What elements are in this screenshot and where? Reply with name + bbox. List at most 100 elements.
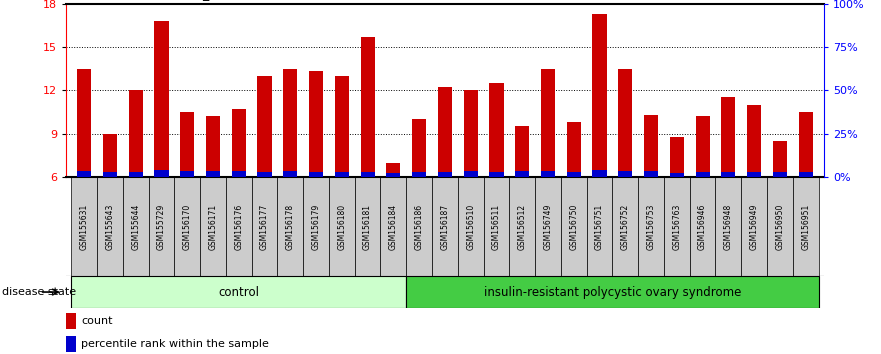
Bar (355, 177, 381, 276)
Bar (206, 171, 220, 177)
Bar (77, 69, 92, 177)
Bar (122, 177, 149, 276)
Bar (747, 105, 761, 177)
Bar (644, 115, 658, 177)
Bar (463, 90, 478, 177)
Text: GSM156751: GSM156751 (595, 204, 604, 250)
Bar (309, 72, 323, 177)
Bar (670, 137, 684, 177)
Bar (566, 122, 581, 177)
Bar (406, 177, 432, 276)
Text: GSM156176: GSM156176 (234, 204, 243, 250)
Bar (257, 76, 271, 177)
Bar (773, 141, 787, 177)
Bar (587, 177, 612, 276)
Bar (335, 172, 349, 177)
Bar (509, 177, 535, 276)
Bar (432, 177, 458, 276)
Bar (458, 177, 484, 276)
Bar (386, 173, 401, 177)
Bar (741, 177, 767, 276)
Text: insulin-resistant polycystic ovary syndrome: insulin-resistant polycystic ovary syndr… (484, 286, 741, 298)
Bar (257, 172, 271, 177)
Bar (484, 177, 509, 276)
Bar (283, 69, 298, 177)
Text: GSM156949: GSM156949 (750, 203, 759, 250)
Bar (283, 171, 298, 177)
Bar (638, 177, 664, 276)
Bar (566, 172, 581, 177)
Text: GSM156171: GSM156171 (209, 204, 218, 250)
Bar (381, 177, 406, 276)
Text: GSM156170: GSM156170 (182, 204, 192, 250)
Bar (360, 37, 374, 177)
Text: GSM156179: GSM156179 (312, 204, 321, 250)
Bar (360, 172, 374, 177)
Bar (670, 173, 684, 177)
Bar (232, 171, 246, 177)
Text: count: count (81, 316, 113, 326)
Bar (592, 14, 607, 177)
Bar (695, 172, 710, 177)
Bar (71, 276, 406, 308)
Bar (722, 97, 736, 177)
Bar (438, 172, 452, 177)
Bar (515, 171, 529, 177)
Text: GSM156752: GSM156752 (621, 204, 630, 250)
Text: GSM156511: GSM156511 (492, 204, 501, 250)
Text: GSM156753: GSM156753 (647, 203, 655, 250)
Bar (541, 171, 555, 177)
Bar (309, 172, 323, 177)
Text: GSM155729: GSM155729 (157, 204, 166, 250)
Bar (386, 162, 401, 177)
Bar (715, 177, 741, 276)
Text: GSM156184: GSM156184 (389, 204, 398, 250)
Text: GSM156181: GSM156181 (363, 204, 372, 250)
Text: GSM155644: GSM155644 (131, 203, 140, 250)
Bar (174, 177, 200, 276)
Text: GSM156950: GSM156950 (775, 203, 784, 250)
Bar (129, 172, 143, 177)
Bar (252, 177, 278, 276)
Text: GSM156763: GSM156763 (672, 203, 681, 250)
Bar (612, 177, 638, 276)
Bar (747, 172, 761, 177)
Bar (722, 172, 736, 177)
Text: GSM156178: GSM156178 (285, 204, 295, 250)
Bar (412, 119, 426, 177)
Text: GSM156946: GSM156946 (698, 203, 707, 250)
Bar (463, 171, 478, 177)
Bar (180, 171, 195, 177)
Bar (200, 177, 226, 276)
Bar (206, 116, 220, 177)
Bar (335, 76, 349, 177)
Bar (561, 177, 587, 276)
Bar (66, 336, 76, 352)
Bar (278, 177, 303, 276)
Text: GSM156948: GSM156948 (724, 204, 733, 250)
Bar (77, 171, 92, 177)
Text: GSM156177: GSM156177 (260, 204, 269, 250)
Text: GSM156510: GSM156510 (466, 204, 475, 250)
Bar (149, 177, 174, 276)
Bar (329, 177, 355, 276)
Bar (690, 177, 715, 276)
Bar (66, 313, 76, 329)
Text: GSM156187: GSM156187 (440, 204, 449, 250)
Bar (793, 177, 818, 276)
Bar (489, 83, 504, 177)
Bar (103, 172, 117, 177)
Bar (618, 171, 633, 177)
Bar (798, 112, 813, 177)
Bar (695, 116, 710, 177)
Text: percentile rank within the sample: percentile rank within the sample (81, 339, 269, 349)
Text: GSM156749: GSM156749 (544, 203, 552, 250)
Bar (798, 172, 813, 177)
Bar (767, 177, 793, 276)
Bar (303, 177, 329, 276)
Bar (71, 177, 97, 276)
Text: GSM155643: GSM155643 (106, 203, 115, 250)
Bar (592, 171, 607, 177)
Bar (406, 276, 818, 308)
Bar (773, 172, 787, 177)
